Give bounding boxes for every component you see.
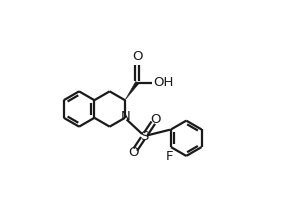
Text: O: O [132,50,143,63]
Text: N: N [121,110,131,123]
Polygon shape [125,82,139,100]
Text: S: S [140,130,149,143]
Text: O: O [150,114,160,126]
Text: OH: OH [153,76,174,89]
Text: F: F [166,150,174,163]
Text: O: O [128,146,139,159]
